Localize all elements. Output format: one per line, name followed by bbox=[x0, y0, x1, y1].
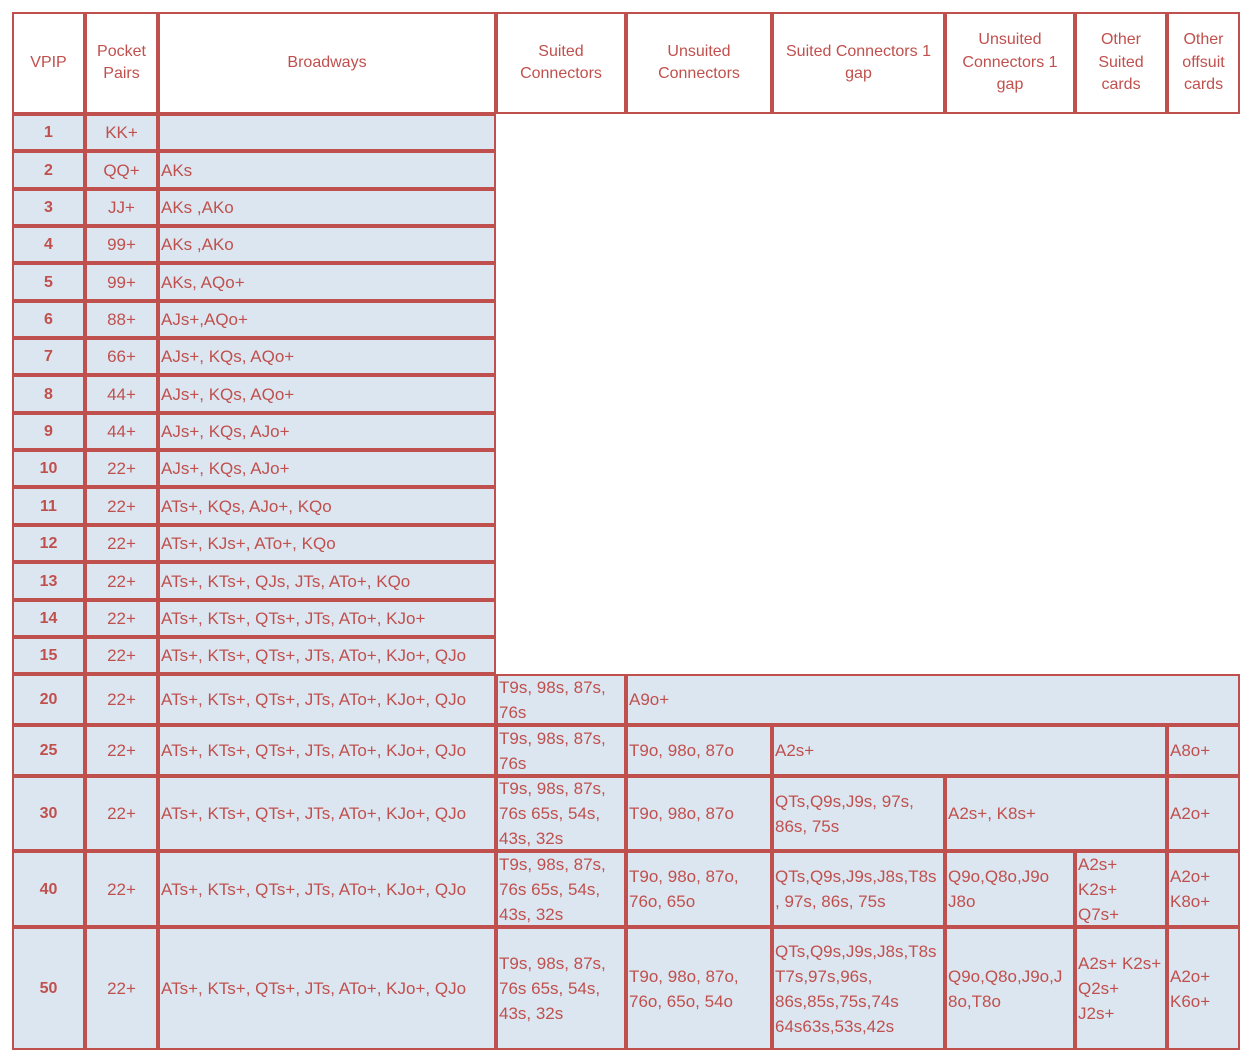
pocket-pairs-cell: 22+ bbox=[85, 450, 158, 487]
vpip-cell: 50 bbox=[12, 927, 85, 1050]
vpip-cell: 2 bbox=[12, 151, 85, 189]
suited-connectors-cell: T9s, 98s, 87s, 76s 65s, 54s, 43s, 32s bbox=[496, 927, 626, 1050]
pocket-pairs-cell: 22+ bbox=[85, 725, 158, 776]
pocket-pairs-cell: 22+ bbox=[85, 637, 158, 674]
unsuited-connectors-cell: T9o, 98o, 87o bbox=[626, 776, 772, 851]
header-unsuited-connectors: Unsuited Connectors bbox=[626, 12, 772, 114]
broadways-cell: ATs+, KQs, AJo+, KQo bbox=[158, 487, 496, 525]
header-suited-connectors: Suited Connectors bbox=[496, 12, 626, 114]
broadways-cell: ATs+, KJs+, ATo+, KQo bbox=[158, 525, 496, 562]
pocket-pairs-cell: 22+ bbox=[85, 562, 158, 600]
pocket-pairs-cell: KK+ bbox=[85, 114, 158, 151]
merged-gap-and-suited-cell: A2s+ bbox=[772, 725, 1167, 776]
vpip-cell: 12 bbox=[12, 525, 85, 562]
header-pocket-pairs: Pocket Pairs bbox=[85, 12, 158, 114]
broadways-cell: ATs+, KTs+, QTs+, JTs, ATo+, KJo+, QJo bbox=[158, 927, 496, 1050]
vpip-cell: 7 bbox=[12, 338, 85, 375]
suited-connectors-1-gap-cell: QTs,Q9s,J9s,J8s,T8s T7s,97s,96s, 86s,85s… bbox=[772, 927, 945, 1050]
suited-connectors-1-gap-cell: QTs,Q9s,J9s,J8s,T8s , 97s, 86s, 75s bbox=[772, 851, 945, 927]
suited-connectors-cell: T9s, 98s, 87s, 76s 65s, 54s, 43s, 32s bbox=[496, 776, 626, 851]
pocket-pairs-cell: 99+ bbox=[85, 226, 158, 263]
unsuited-connectors-1-gap-cell: Q9o,Q8o,J9o J8o bbox=[945, 851, 1075, 927]
broadways-cell: ATs+, KTs+, QTs+, JTs, ATo+, KJo+, QJo bbox=[158, 851, 496, 927]
other-suited-cards-cell: A2s+ K2s+ Q7s+ bbox=[1075, 851, 1167, 927]
header-other-suited-cards: Other Suited cards bbox=[1075, 12, 1167, 114]
broadways-cell: AJs+, KQs, AQo+ bbox=[158, 338, 496, 375]
pocket-pairs-cell: 22+ bbox=[85, 525, 158, 562]
broadways-cell: AKs bbox=[158, 151, 496, 189]
pocket-pairs-cell: JJ+ bbox=[85, 189, 158, 226]
pocket-pairs-cell: 44+ bbox=[85, 375, 158, 413]
unsuited-connectors-cell: T9o, 98o, 87o, 76o, 65o bbox=[626, 851, 772, 927]
broadways-cell: ATs+, KTs+, QJs, JTs, ATo+, KQo bbox=[158, 562, 496, 600]
header-vpip: VPIP bbox=[12, 12, 85, 114]
pocket-pairs-cell: 22+ bbox=[85, 851, 158, 927]
suited-connectors-cell: T9s, 98s, 87s, 76s 65s, 54s, 43s, 32s bbox=[496, 851, 626, 927]
vpip-cell: 40 bbox=[12, 851, 85, 927]
vpip-cell: 3 bbox=[12, 189, 85, 226]
vpip-cell: 10 bbox=[12, 450, 85, 487]
other-offsuit-cards-cell: A2o+ K8o+ bbox=[1167, 851, 1240, 927]
other-suited-cards-cell: A2s+ K2s+ Q2s+ J2s+ bbox=[1075, 927, 1167, 1050]
vpip-cell: 9 bbox=[12, 413, 85, 450]
pocket-pairs-cell: 99+ bbox=[85, 263, 158, 301]
vpip-cell: 13 bbox=[12, 562, 85, 600]
vpip-cell: 1 bbox=[12, 114, 85, 151]
suited-connectors-cell: T9s, 98s, 87s, 76s bbox=[496, 674, 626, 725]
unsuited-connectors-1-gap-cell: Q9o,Q8o,J9o,J 8o,T8o bbox=[945, 927, 1075, 1050]
vpip-cell: 30 bbox=[12, 776, 85, 851]
merged-unsuited-gap-and-suited-cell: A2s+, K8s+ bbox=[945, 776, 1167, 851]
suited-connectors-cell: T9s, 98s, 87s, 76s bbox=[496, 725, 626, 776]
broadways-cell: ATs+, KTs+, QTs+, JTs, ATo+, KJo+, QJo bbox=[158, 776, 496, 851]
vpip-cell: 11 bbox=[12, 487, 85, 525]
other-offsuit-cards-cell: A2o+ bbox=[1167, 776, 1240, 851]
broadways-cell: ATs+, KTs+, QTs+, JTs, ATo+, KJo+, QJo bbox=[158, 637, 496, 674]
suited-connectors-1-gap-cell: QTs,Q9s,J9s, 97s, 86s, 75s bbox=[772, 776, 945, 851]
header-suited-connectors-1-gap: Suited Connectors 1 gap bbox=[772, 12, 945, 114]
header-other-offsuit-cards: Other offsuit cards bbox=[1167, 12, 1240, 114]
pocket-pairs-cell: 22+ bbox=[85, 776, 158, 851]
vpip-cell: 5 bbox=[12, 263, 85, 301]
vpip-range-table: VPIP Pocket Pairs Broadways Suited Connecto… bbox=[12, 12, 1240, 1050]
pocket-pairs-cell: 44+ bbox=[85, 413, 158, 450]
unsuited-connectors-cell: T9o, 98o, 87o, 76o, 65o, 54o bbox=[626, 927, 772, 1050]
other-offsuit-cards-cell: A8o+ bbox=[1167, 725, 1240, 776]
vpip-cell: 4 bbox=[12, 226, 85, 263]
vpip-cell: 15 bbox=[12, 637, 85, 674]
pocket-pairs-cell: QQ+ bbox=[85, 151, 158, 189]
pocket-pairs-cell: 66+ bbox=[85, 338, 158, 375]
broadways-cell: AKs ,AKo bbox=[158, 189, 496, 226]
vpip-cell: 8 bbox=[12, 375, 85, 413]
broadways-cell: ATs+, KTs+, QTs+, JTs, ATo+, KJo+ bbox=[158, 600, 496, 637]
broadways-cell: AKs, AQo+ bbox=[158, 263, 496, 301]
broadways-cell: AJs+, KQs, AJo+ bbox=[158, 450, 496, 487]
broadways-cell: ATs+, KTs+, QTs+, JTs, ATo+, KJo+, QJo bbox=[158, 674, 496, 725]
pocket-pairs-cell: 88+ bbox=[85, 301, 158, 338]
pocket-pairs-cell: 22+ bbox=[85, 674, 158, 725]
header-unsuited-connectors-1-gap: Unsuited Connectors 1 gap bbox=[945, 12, 1075, 114]
broadways-cell: ATs+, KTs+, QTs+, JTs, ATo+, KJo+, QJo bbox=[158, 725, 496, 776]
remaining-columns-cell: A9o+ bbox=[626, 674, 1240, 725]
other-offsuit-cards-cell: A2o+ K6o+ bbox=[1167, 927, 1240, 1050]
pocket-pairs-cell: 22+ bbox=[85, 927, 158, 1050]
pocket-pairs-cell: 22+ bbox=[85, 600, 158, 637]
vpip-cell: 6 bbox=[12, 301, 85, 338]
header-broadways: Broadways bbox=[158, 12, 496, 114]
broadways-cell: AJs+, KQs, AJo+ bbox=[158, 413, 496, 450]
pocket-pairs-cell: 22+ bbox=[85, 487, 158, 525]
broadways-cell: AKs ,AKo bbox=[158, 226, 496, 263]
vpip-cell: 25 bbox=[12, 725, 85, 776]
broadways-cell: AJs+, KQs, AQo+ bbox=[158, 375, 496, 413]
vpip-cell: 20 bbox=[12, 674, 85, 725]
vpip-cell: 14 bbox=[12, 600, 85, 637]
unsuited-connectors-cell: T9o, 98o, 87o bbox=[626, 725, 772, 776]
broadways-cell: AJs+,AQo+ bbox=[158, 301, 496, 338]
broadways-cell bbox=[158, 114, 496, 151]
